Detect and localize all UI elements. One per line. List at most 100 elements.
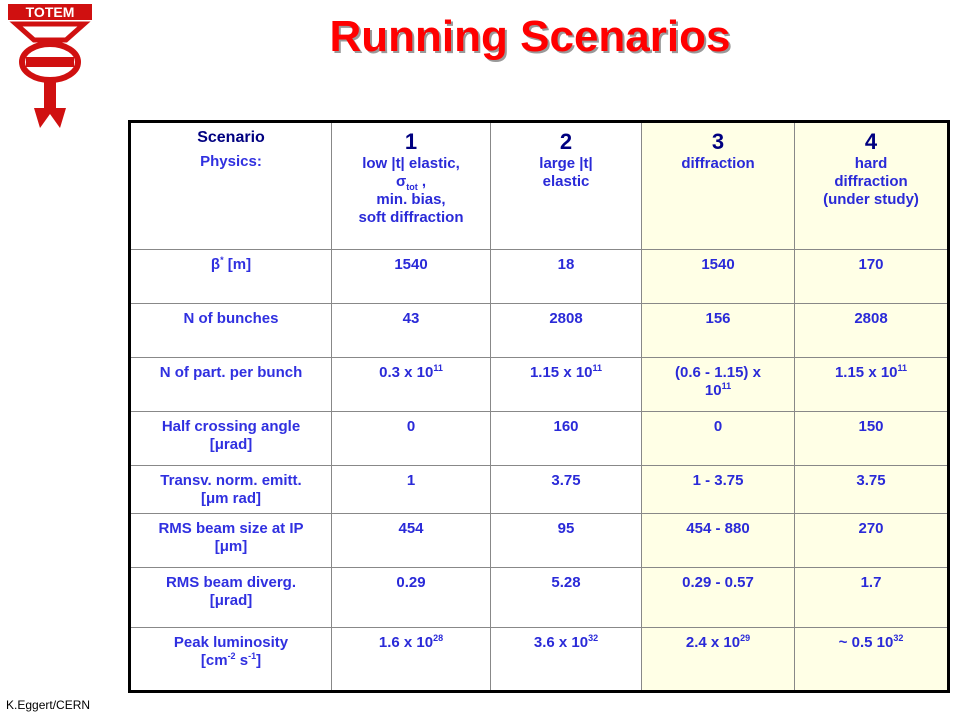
table-cell: 156 — [641, 303, 795, 358]
cell-line: 2808 — [799, 310, 943, 328]
cell-line: N of bunches — [135, 310, 327, 328]
cell-line: [cm-2 s-1] — [135, 652, 327, 670]
cell-line: 2.4 x 1029 — [646, 634, 790, 652]
table-cell: 0.3 x 1011 — [331, 357, 491, 412]
cell-text: Half crossing angle — [161, 418, 301, 435]
cell-line: 170 — [799, 256, 943, 274]
table-cell: 150 — [794, 411, 949, 466]
cell-line: 1.7 — [799, 574, 943, 592]
cell-text: 43 — [402, 310, 420, 327]
superscript: 32 — [588, 633, 599, 643]
cell-line: 454 — [336, 520, 486, 538]
cell-text: large |t| — [539, 155, 593, 172]
cell-line: σtot , — [336, 173, 486, 192]
cell-line: N of part. per bunch — [135, 364, 327, 382]
cell-line: 270 — [799, 520, 943, 538]
table-cell: Scenario Physics: — [129, 121, 332, 250]
table-cell: 0.29 - 0.57 — [641, 567, 795, 628]
superscript: 11 — [592, 363, 603, 373]
cell-text: (0.6 - 1.15) x — [675, 364, 761, 381]
table-row: RMS beam diverg. [μrad] 0.29 5.28 0.29 - 0.5… — [129, 567, 949, 628]
cell-text: 1.7 — [860, 574, 882, 591]
cell-text: diffraction — [681, 155, 755, 172]
cell-line: 1.6 x 1028 — [336, 634, 486, 652]
cell-text: (under study) — [823, 191, 919, 208]
cell-line: Scenario — [135, 129, 327, 147]
cell-text: 2808 — [854, 310, 888, 327]
cell-line: RMS beam diverg. — [135, 574, 327, 592]
cell-text: 1 - 3.75 — [692, 472, 744, 489]
cell-text: 170 — [858, 256, 884, 273]
table-cell: 1.15 x 1011 — [794, 357, 949, 412]
cell-text: 1 — [404, 129, 418, 154]
cell-text: 270 — [858, 520, 884, 537]
cell-line: 1.15 x 1011 — [799, 364, 943, 382]
cell-line: Transv. norm. emitt. — [135, 472, 327, 490]
cell-text: [μm rad] — [200, 490, 261, 507]
table-row: Scenario Physics: 1 low |t| elastic, σtot ,m… — [129, 121, 949, 250]
superscript: 32 — [893, 633, 904, 643]
cell-line: 1 — [336, 129, 486, 155]
cell-text: 454 — [398, 520, 424, 537]
table-row: β* [m] 1540 18 1540 170 — [129, 249, 949, 304]
cell-line: (under study) — [799, 191, 943, 209]
cell-text: 160 — [553, 418, 579, 435]
cell-line: 43 — [336, 310, 486, 328]
cell-text: [μrad] — [209, 436, 253, 453]
logo-text: TOTEM — [26, 4, 75, 20]
table-cell: Transv. norm. emitt. [μm rad] — [129, 465, 332, 514]
cell-line: 0 — [646, 418, 790, 436]
cell-text: 156 — [705, 310, 731, 327]
cell-text: Peak luminosity — [173, 634, 289, 651]
cell-line: 18 — [495, 256, 637, 274]
cell-text: 3.6 x 10 — [533, 634, 589, 651]
cell-text: [cm — [200, 652, 228, 669]
table-cell: 0.29 — [331, 567, 491, 628]
cell-text: min. bias, — [376, 191, 446, 208]
cell-text: N of bunches — [183, 310, 279, 327]
cell-line: 0.29 — [336, 574, 486, 592]
table-cell: 454 — [331, 513, 491, 568]
cell-line: 1 - 3.75 — [646, 472, 790, 490]
cell-text: Transv. norm. emitt. — [160, 472, 302, 489]
table-row: Peak luminosity [cm-2 s-1] 1.6 x 1028 3.6 x… — [129, 627, 949, 692]
superscript: 11 — [433, 363, 443, 373]
table-cell: RMS beam diverg. [μrad] — [129, 567, 332, 628]
cell-text: [m] — [223, 256, 252, 273]
table-row: RMS beam size at IP [μm] 454 95 454 - 880 270 — [129, 513, 949, 568]
cell-text: 2808 — [549, 310, 583, 327]
cell-text: soft diffraction — [358, 209, 464, 226]
cell-line: Half crossing angle — [135, 418, 327, 436]
cell-line: 150 — [799, 418, 943, 436]
cell-line: 3.6 x 1032 — [495, 634, 637, 652]
cell-text: elastic — [542, 173, 590, 190]
cell-line: 3.75 — [495, 472, 637, 490]
footer: K.Eggert/CERN — [6, 698, 91, 712]
cell-text: 4 — [864, 129, 878, 154]
cell-line: Physics: — [135, 153, 327, 171]
superscript: 11 — [721, 381, 732, 391]
table-cell: N of part. per bunch — [129, 357, 332, 412]
table-cell: 170 — [794, 249, 949, 304]
cell-line: 156 — [646, 310, 790, 328]
table-cell: β* [m] — [129, 249, 332, 304]
logo: TOTEM — [8, 4, 92, 128]
table-cell: 0 — [331, 411, 491, 466]
cell-text: 1 — [406, 472, 416, 489]
cell-line: low |t| elastic, — [336, 155, 486, 173]
cell-line: elastic — [495, 173, 637, 191]
cell-text: β — [210, 256, 221, 273]
cell-text: 0.29 - 0.57 — [682, 574, 754, 591]
table-cell: (0.6 - 1.15) x 1011 — [641, 357, 795, 412]
cell-line: β* [m] — [135, 256, 327, 274]
cell-line: [μrad] — [135, 592, 327, 610]
cell-line: min. bias, — [336, 191, 486, 209]
table-cell: 5.28 — [490, 567, 642, 628]
table-cell: 1540 — [641, 249, 795, 304]
cell-text: 150 — [858, 418, 884, 435]
cell-text: diffraction — [834, 173, 908, 190]
table-cell: 1 — [331, 465, 491, 514]
cell-text: 1.15 x 10 — [834, 364, 898, 381]
superscript: 29 — [740, 633, 751, 643]
cell-text: ] — [256, 652, 262, 669]
